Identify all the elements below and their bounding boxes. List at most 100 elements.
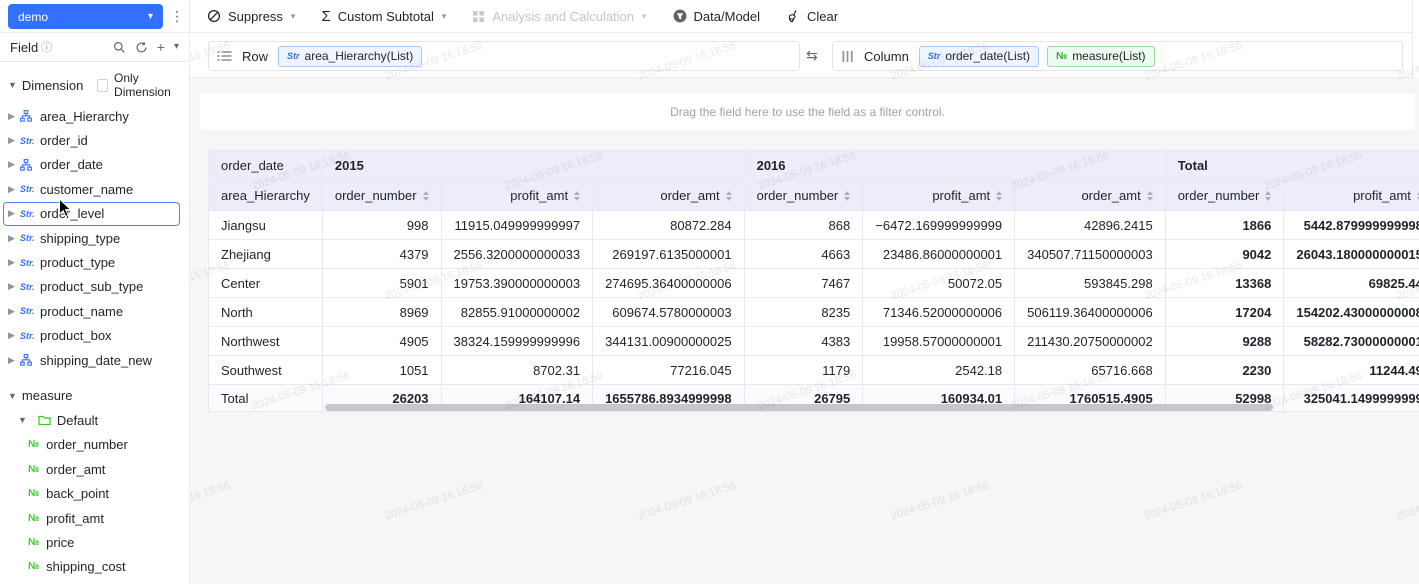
field-name: price [46,534,75,550]
sidebar-item-customer-name[interactable]: ▶ Str. customer_name [0,177,189,201]
toolbar-label: Suppress [228,8,283,24]
sidebar-item-profit-amt[interactable]: № profit_amt [0,506,189,530]
field-name: product_sub_type [40,279,144,295]
sidebar-item-price[interactable]: № price [0,530,189,554]
pivot-measure-header-total-profit-amt[interactable]: profit_amt [1283,180,1419,211]
sort-icon[interactable] [574,190,581,201]
chip-label: area_Hierarchy(List) [304,49,414,63]
caret-right-icon[interactable]: ▶ [8,159,15,170]
sort-icon[interactable] [996,190,1003,201]
dataset-row: demo ▾ ⋮ [0,0,189,33]
pivot-cell: 19753.390000000003 [440,268,594,298]
pivot-measure-header-total-order-number[interactable]: order_number [1164,180,1285,211]
toolbar-clear[interactable]: Clear [786,9,838,24]
add-field-icon[interactable]: + [156,39,165,55]
caret-right-icon[interactable]: ▶ [8,330,15,341]
pivot-measure-header-2016-profit-amt[interactable]: profit_amt [862,180,1016,211]
caret-right-icon[interactable]: ▶ [8,354,15,365]
pivot-measure-header-2015-order-amt[interactable]: order_amt [592,180,745,211]
sidebar-item-shipping-date-new[interactable]: ▶ shipping_date_new [0,348,189,372]
sort-icon[interactable] [725,190,732,201]
sidebar-item-back-point[interactable]: № back_point [0,481,189,505]
pivot-measure-header-2015-profit-amt[interactable]: profit_amt [440,180,594,211]
pivot-table: order_date 2015 2016 Total area_Hierarchy ord… [208,150,1419,412]
sort-icon[interactable] [1265,190,1272,201]
measure-section-header[interactable]: ▼ measure [0,372,189,408]
row-shelf[interactable]: Row Str area_Hierarchy(List) [208,41,800,71]
pivot-cell: 5442.879999999998 [1283,210,1419,240]
pivot-row-jiangsu: Jiangsu 998 11915.049999999997 80872.284 868… [208,210,1419,240]
refresh-icon[interactable] [135,41,148,54]
field-header: Field ⓘ + ▾ [0,33,189,62]
measure-list: № order_number № order_amt № back_point № profi… [0,433,189,579]
sidebar-item-order-amt[interactable]: № order_amt [0,457,189,481]
caret-right-icon[interactable]: ▶ [8,257,15,268]
field-name: back_point [46,486,110,502]
toolbar-custom-subtotal[interactable]: Σ Custom Subtotal ▾ [321,9,446,24]
caret-right-icon[interactable]: ▶ [8,281,15,292]
caret-right-icon[interactable]: ▶ [8,232,15,243]
caret-right-icon[interactable]: ▶ [8,305,15,316]
pivot-cell: −6472.169999999999 [862,210,1016,240]
sort-icon[interactable] [1146,190,1153,201]
caret-right-icon[interactable]: ▶ [8,208,15,219]
pivot-measure-header-2016-order-amt[interactable]: order_amt [1014,180,1166,211]
sidebar-item-order-date[interactable]: ▶ order_date [0,153,189,177]
caret-right-icon[interactable]: ▶ [8,135,15,146]
field-chip-measure-list[interactable]: № measure(List) [1047,45,1155,67]
pivot-cell: 4379 [321,239,442,269]
filter-drop-zone[interactable]: Drag the field here to use the field as … [200,93,1415,130]
sidebar-item-shipping-cost[interactable]: № shipping_cost [0,555,189,579]
data-model-icon [673,9,687,23]
sort-icon[interactable] [844,190,851,201]
toolbar-label: Clear [807,8,839,24]
sidebar-item-area-hierarchy[interactable]: ▶ area_Hierarchy [0,104,189,128]
only-dimension-checkbox[interactable] [97,78,109,92]
string-type-icon: Str [927,51,941,61]
only-dimension-label: Only Dimension [114,71,171,99]
sidebar-item-order-id[interactable]: ▶ Str. order_id [0,128,189,152]
column-shelf[interactable]: Column Str order_date(List) № measure(List) [832,41,1403,71]
pivot-measure-header-2015-order-number[interactable]: order_number [321,180,442,211]
toolbar-data-model[interactable]: Data/Model [673,9,760,24]
field-chip-order-date-list[interactable]: Str order_date(List) [918,45,1040,67]
sidebar-item-product-type[interactable]: ▶ Str. product_type [0,250,189,274]
pivot-table-container: order_date 2015 2016 Total area_Hierarchy ord… [208,150,1419,414]
sidebar-item-order-level[interactable]: ▶ Str. order_level [0,201,189,227]
sidebar-item-shipping-type[interactable]: ▶ Str. shipping_type [0,226,189,250]
sidebar-item-product-name[interactable]: ▶ Str. product_name [0,299,189,323]
hierarchy-icon [20,110,40,122]
caret-right-icon[interactable]: ▶ [8,183,15,194]
dimension-section-header[interactable]: ▼ Dimension Only Dimension [0,62,189,104]
field-name: order_number [46,437,128,453]
sidebar-item-product-box[interactable]: ▶ Str. product_box [0,324,189,348]
sidebar-item-order-number[interactable]: № order_number [0,433,189,457]
toolbar-suppress[interactable]: Suppress ▾ [207,9,295,24]
collapse-icon[interactable]: ▾ [173,41,179,52]
chevron-down-icon: ▾ [147,11,153,22]
dataset-selector[interactable]: demo ▾ [8,4,163,29]
pivot-cell: 9042 [1164,239,1285,269]
chevron-down-icon: ▾ [441,10,447,21]
pivot-cell: 998 [321,210,442,240]
toolbar-analysis-and-calculation: Analysis and Calculation ▾ [472,9,647,24]
sort-icon[interactable] [422,190,429,201]
numeric-type-icon: № [28,561,40,573]
horizontal-scrollbar[interactable] [325,404,1273,411]
measure-header-label: order_number [1177,188,1260,203]
sort-icon[interactable] [1416,190,1419,201]
caret-right-icon[interactable]: ▶ [8,110,15,121]
measure-group-label: Default [56,412,99,428]
field-name: product_name [40,303,124,319]
measure-header-label: order_amt [660,188,720,203]
measure-group-default[interactable]: ▼ Default [0,408,189,432]
pivot-measure-header-2016-order-number[interactable]: order_number [743,180,864,211]
swap-axes-icon[interactable]: ⇆ [806,47,818,63]
more-options-icon[interactable]: ⋮ [170,8,184,24]
numeric-type-icon: № [28,536,40,548]
numeric-type-icon: № [28,488,40,500]
field-chip-area-hierarchy-list[interactable]: Str area_Hierarchy(List) [278,45,423,67]
row-shelf-icon [217,50,232,62]
search-icon[interactable] [113,41,126,54]
sidebar-item-product-sub-type[interactable]: ▶ Str. product_sub_type [0,275,189,299]
